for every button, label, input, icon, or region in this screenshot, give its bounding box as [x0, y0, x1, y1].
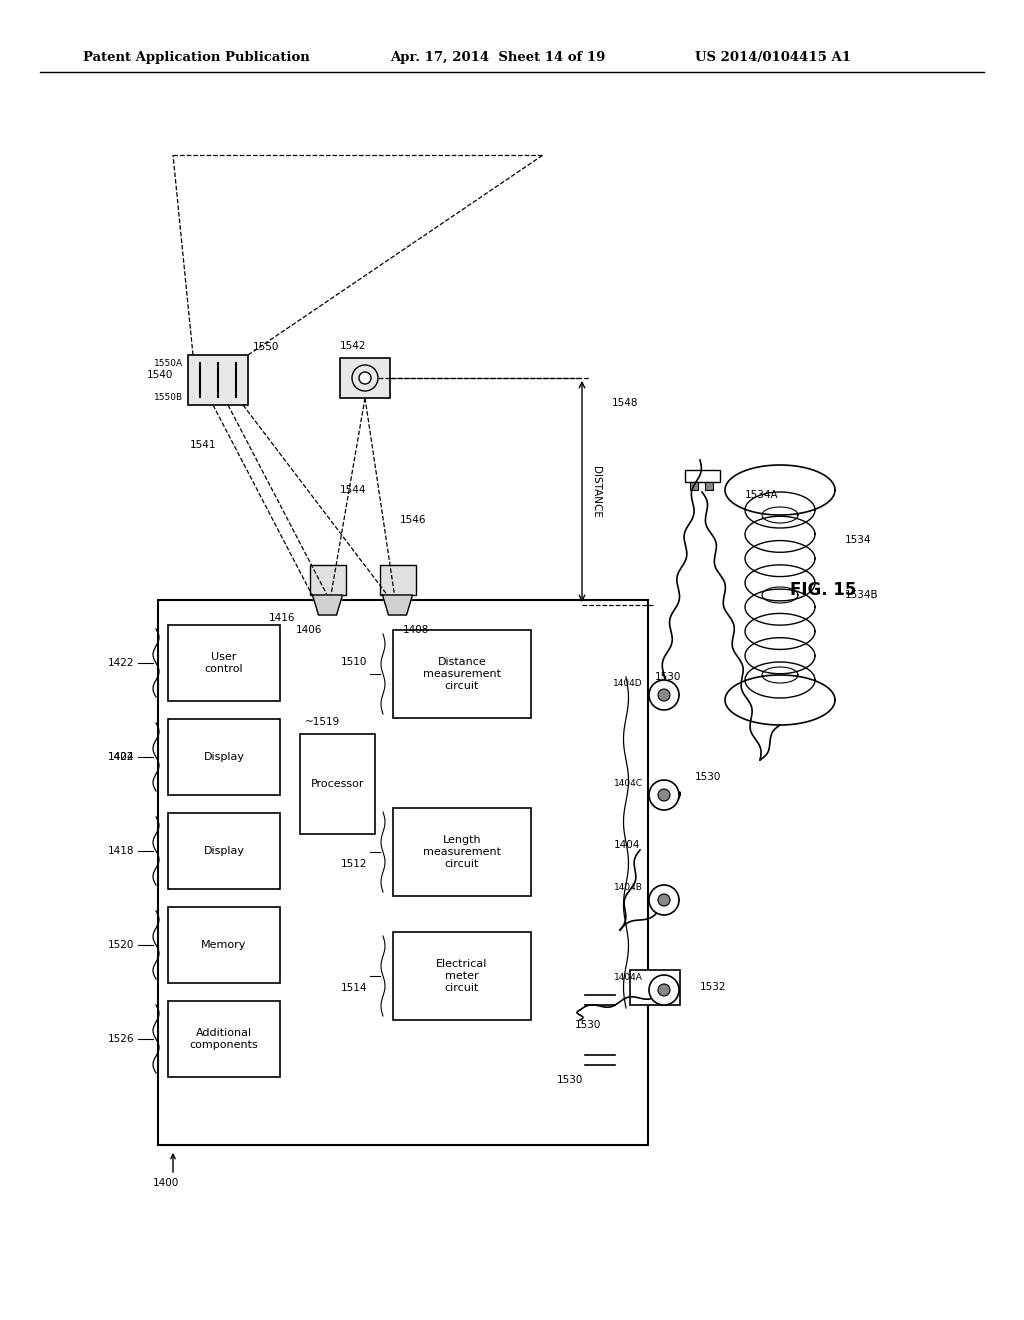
Text: 1404B: 1404B: [614, 883, 643, 892]
Text: 1404A: 1404A: [614, 974, 643, 982]
Text: 1530: 1530: [557, 1074, 584, 1085]
Text: 1541: 1541: [190, 440, 216, 450]
Bar: [690, 482, 698, 490]
Circle shape: [658, 789, 670, 801]
Bar: [168, 907, 280, 983]
Text: 1548: 1548: [612, 399, 639, 408]
Text: 1422: 1422: [108, 657, 134, 668]
Text: 1418: 1418: [108, 846, 134, 855]
Text: 1424: 1424: [108, 752, 134, 762]
Bar: [168, 624, 280, 701]
Text: 1510: 1510: [341, 657, 367, 667]
Text: User
control: User control: [205, 652, 244, 673]
Circle shape: [649, 780, 679, 810]
Text: 1400: 1400: [153, 1177, 179, 1188]
Text: 1406: 1406: [296, 624, 323, 635]
Text: Display: Display: [204, 752, 245, 762]
Circle shape: [352, 366, 378, 391]
Circle shape: [658, 689, 670, 701]
Bar: [168, 719, 280, 795]
Text: Memory: Memory: [202, 940, 247, 950]
Text: 1520: 1520: [108, 940, 134, 950]
Text: 1408: 1408: [402, 624, 429, 635]
Text: 1534: 1534: [845, 535, 871, 545]
Text: 1540: 1540: [146, 370, 173, 380]
Bar: [188, 355, 248, 405]
Bar: [685, 470, 720, 482]
Circle shape: [359, 372, 371, 384]
Bar: [393, 932, 531, 1020]
Text: FIG. 15: FIG. 15: [790, 581, 856, 599]
Text: Patent Application Publication: Patent Application Publication: [83, 50, 309, 63]
Text: 1402: 1402: [108, 752, 134, 762]
Text: 1530: 1530: [575, 1020, 601, 1030]
Polygon shape: [725, 465, 835, 515]
Text: ~1519: ~1519: [305, 717, 340, 727]
Text: 1404C: 1404C: [614, 779, 643, 788]
Circle shape: [649, 975, 679, 1005]
Text: 1530: 1530: [695, 772, 721, 781]
Bar: [158, 601, 648, 1144]
Polygon shape: [312, 595, 342, 615]
Text: 1550A: 1550A: [154, 359, 183, 367]
Text: Apr. 17, 2014  Sheet 14 of 19: Apr. 17, 2014 Sheet 14 of 19: [390, 50, 605, 63]
Text: 1404D: 1404D: [613, 678, 643, 688]
Text: 1534B: 1534B: [845, 590, 879, 601]
Text: Processor: Processor: [310, 779, 365, 789]
Bar: [393, 808, 531, 896]
Bar: [705, 482, 713, 490]
Text: 1514: 1514: [341, 983, 367, 993]
Bar: [380, 565, 416, 595]
Circle shape: [658, 894, 670, 906]
Text: 1416: 1416: [268, 612, 295, 623]
Text: Length
measurement
circuit: Length measurement circuit: [423, 836, 501, 869]
Text: Display: Display: [204, 846, 245, 855]
Circle shape: [649, 680, 679, 710]
Bar: [300, 734, 375, 834]
Bar: [168, 813, 280, 888]
Circle shape: [649, 884, 679, 915]
Text: 1532: 1532: [700, 982, 726, 993]
Text: 1546: 1546: [400, 515, 427, 525]
Bar: [630, 970, 680, 1005]
Text: US 2014/0104415 A1: US 2014/0104415 A1: [695, 50, 851, 63]
Circle shape: [658, 983, 670, 997]
Text: 1544: 1544: [340, 484, 367, 495]
Text: 1542: 1542: [340, 341, 367, 351]
Bar: [340, 358, 390, 399]
Bar: [168, 1001, 280, 1077]
Bar: [393, 630, 531, 718]
Text: 1404: 1404: [613, 840, 640, 850]
Text: Additional
components: Additional components: [189, 1028, 258, 1049]
Bar: [309, 565, 345, 595]
Text: 1530: 1530: [655, 672, 681, 682]
Text: 1526: 1526: [108, 1034, 134, 1044]
Polygon shape: [383, 595, 413, 615]
Text: 1550: 1550: [253, 342, 280, 352]
Text: 1512: 1512: [341, 859, 367, 869]
Text: 1550B: 1550B: [154, 392, 183, 401]
Text: DISTANCE: DISTANCE: [591, 466, 601, 517]
Text: Electrical
meter
circuit: Electrical meter circuit: [436, 960, 487, 993]
Text: Distance
measurement
circuit: Distance measurement circuit: [423, 657, 501, 690]
Polygon shape: [725, 675, 835, 725]
Text: 1534A: 1534A: [745, 490, 778, 500]
